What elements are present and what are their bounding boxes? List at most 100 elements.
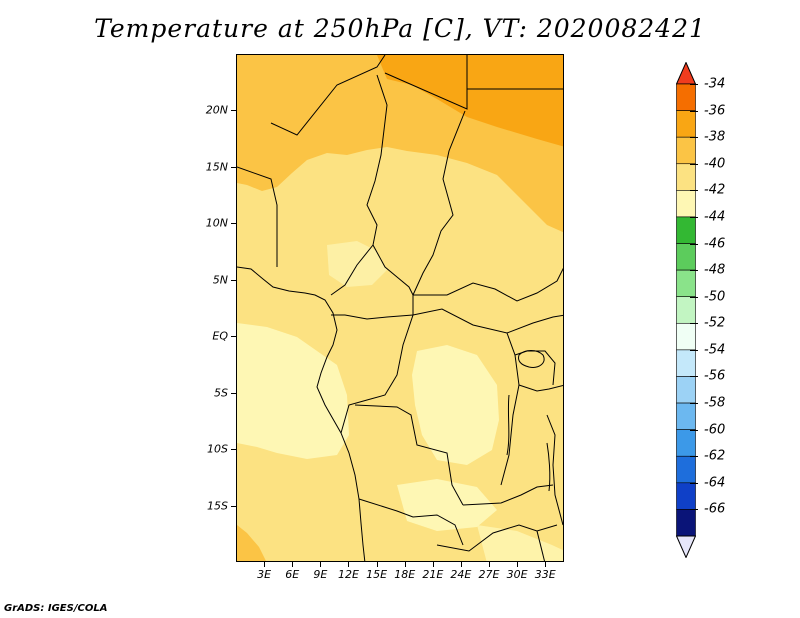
lake-tanganyika bbox=[506, 394, 510, 456]
colorbar-box bbox=[676, 136, 696, 165]
colorbar-tick bbox=[690, 163, 698, 165]
colorbar-label: -48 bbox=[704, 262, 726, 278]
colorbar-label: -40 bbox=[704, 156, 726, 172]
lat-label: 15N bbox=[205, 160, 228, 174]
colorbar-box bbox=[676, 216, 696, 244]
colorbar-label: -56 bbox=[704, 368, 726, 384]
lakes bbox=[506, 350, 551, 492]
colorbar-label: -36 bbox=[704, 103, 726, 119]
lon-tick bbox=[264, 562, 266, 567]
border-malawi bbox=[546, 414, 563, 526]
border-congo bbox=[340, 295, 414, 434]
border-cameroon-gabon bbox=[331, 314, 414, 320]
lon-label: 6E bbox=[285, 568, 300, 581]
colorbar-box bbox=[676, 509, 696, 537]
colorbar-box bbox=[676, 402, 696, 430]
lon-tick bbox=[292, 562, 294, 567]
colorbar-tick bbox=[690, 509, 698, 511]
lat-label: 5S bbox=[214, 386, 228, 400]
border-chad-sudan bbox=[412, 110, 466, 296]
temperature-field-38-40-sw bbox=[237, 525, 266, 561]
colorbar-box bbox=[676, 376, 696, 404]
temperature-map bbox=[237, 55, 563, 561]
lat-label: 10S bbox=[207, 442, 228, 456]
border-angola-drc bbox=[354, 404, 464, 506]
lon-label: 15E bbox=[366, 568, 388, 581]
colorbar-box bbox=[676, 429, 696, 457]
temperature-field-42-44-se bbox=[477, 525, 563, 561]
colorbar-label: -42 bbox=[704, 182, 726, 198]
lat-label: 15S bbox=[207, 499, 228, 513]
colorbar-tick bbox=[690, 84, 698, 85]
lat-tick bbox=[231, 279, 236, 281]
colorbar-label: -46 bbox=[704, 236, 726, 252]
colorbar-tick bbox=[690, 429, 698, 431]
colorbar-box bbox=[676, 455, 696, 484]
lon-label: 18E bbox=[394, 568, 416, 581]
colorbar-label: -50 bbox=[704, 289, 726, 305]
lon-label: 12E bbox=[337, 568, 359, 581]
border-west bbox=[237, 166, 278, 267]
temperature-field-42-44-north bbox=[327, 241, 387, 287]
lon-tick bbox=[545, 562, 547, 567]
lon-tick bbox=[348, 562, 350, 567]
map-panel bbox=[236, 54, 564, 562]
lon-label: 21E bbox=[422, 568, 444, 581]
lat-label: EQ bbox=[212, 329, 228, 343]
lat-tick bbox=[231, 505, 236, 507]
colorbar-tick bbox=[690, 270, 698, 272]
colorbar-box bbox=[676, 110, 696, 138]
lon-tick bbox=[489, 562, 491, 567]
lon-label: 27E bbox=[478, 568, 500, 581]
colorbar-label: -54 bbox=[704, 342, 726, 358]
colorbar bbox=[676, 62, 696, 558]
colorbar-box bbox=[676, 322, 696, 351]
lon-label: 24E bbox=[450, 568, 472, 581]
lon-tick bbox=[432, 562, 434, 567]
border-libya-egypt bbox=[384, 55, 468, 110]
lon-tick bbox=[404, 562, 406, 567]
colorbar-label: -38 bbox=[704, 129, 726, 145]
colorbar-tick bbox=[690, 376, 698, 378]
lon-label: 9E bbox=[313, 568, 328, 581]
chart-title: Temperature at 250hPa [C], VT: 202008242… bbox=[94, 14, 706, 43]
colorbar-box bbox=[676, 243, 696, 271]
lat-label: 10N bbox=[205, 216, 228, 230]
border-car-south bbox=[413, 267, 563, 302]
lat-label: 5N bbox=[212, 273, 228, 287]
west-african-coastline bbox=[237, 266, 366, 561]
colorbar-tick bbox=[690, 216, 698, 218]
temperature-field-42-44-west bbox=[237, 323, 349, 459]
border-zambia-south bbox=[436, 524, 558, 552]
colorbar-tick bbox=[690, 137, 698, 139]
border-tanzania-north bbox=[518, 384, 563, 392]
footer-credit: GrADS: IGES/COLA bbox=[4, 603, 108, 614]
border-chad-niger bbox=[366, 74, 414, 296]
colorbar-bottom-triangle bbox=[676, 535, 696, 558]
colorbar-tick bbox=[690, 323, 698, 325]
lat-label: 20N bbox=[205, 103, 228, 117]
colorbar-top-triangle bbox=[676, 62, 696, 85]
border-zimbabwe bbox=[536, 530, 546, 561]
lat-tick bbox=[231, 392, 236, 394]
lat-tick bbox=[231, 449, 236, 451]
colorbar-label: -58 bbox=[704, 395, 726, 411]
border-angola-namibia bbox=[358, 498, 464, 546]
colorbar-tick bbox=[690, 482, 698, 484]
colorbar-box bbox=[676, 190, 696, 218]
colorbar-label: -52 bbox=[704, 315, 726, 331]
lon-label: 3E bbox=[257, 568, 272, 581]
colorbar-label: -62 bbox=[704, 448, 726, 464]
colorbar-box bbox=[676, 349, 696, 377]
border-north-1 bbox=[270, 55, 386, 136]
colorbar-tick bbox=[690, 190, 698, 192]
colorbar-tick bbox=[690, 110, 698, 112]
temperature-field-42-44-congo bbox=[412, 345, 499, 465]
temperature-field-42-44-south bbox=[397, 479, 497, 531]
border-drc-east bbox=[500, 332, 520, 486]
lat-tick bbox=[231, 110, 236, 112]
colorbar-label: -44 bbox=[704, 209, 726, 225]
colorbar-label: -66 bbox=[704, 501, 726, 517]
colorbar-box bbox=[676, 482, 696, 510]
lon-tick bbox=[376, 562, 378, 567]
